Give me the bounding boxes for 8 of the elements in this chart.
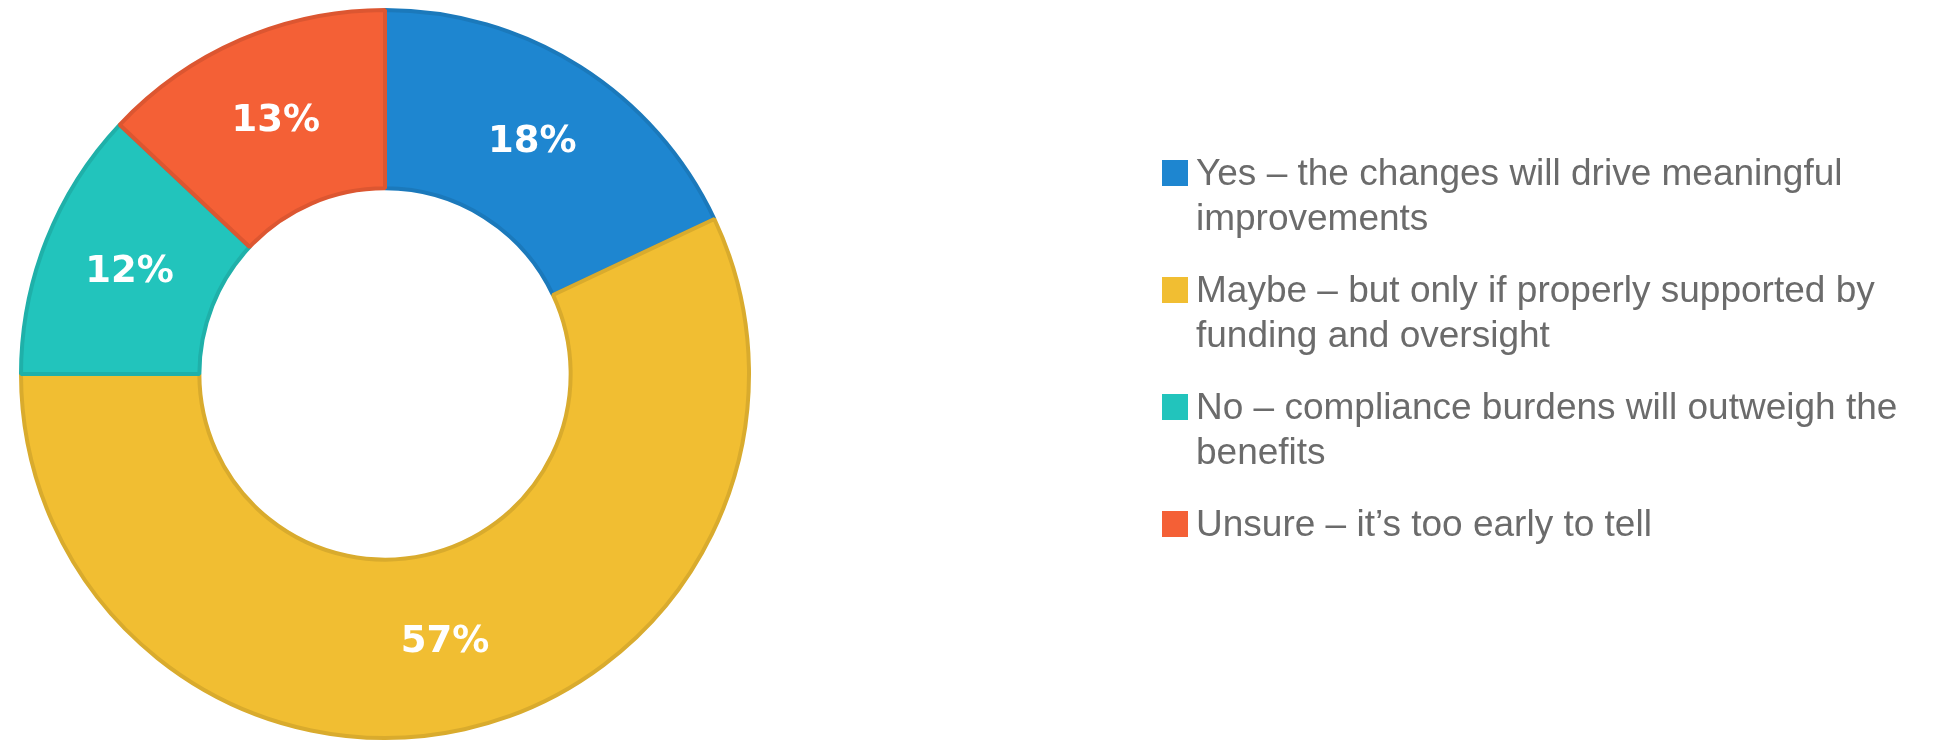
legend-label: No – compliance burdens will outweigh the benefits: [1196, 385, 1899, 474]
legend-label: Unsure – it’s too early to tell: [1196, 502, 1652, 546]
legend-label: Maybe – but only if properly supported by funding and oversight: [1196, 268, 1876, 357]
legend-label: Yes – the changes will drive meaningful improvements: [1196, 151, 1844, 240]
data-label: 12%: [85, 248, 174, 292]
data-label: 13%: [231, 97, 321, 141]
data-label: 57%: [400, 617, 490, 661]
data-label: 18%: [487, 117, 577, 161]
